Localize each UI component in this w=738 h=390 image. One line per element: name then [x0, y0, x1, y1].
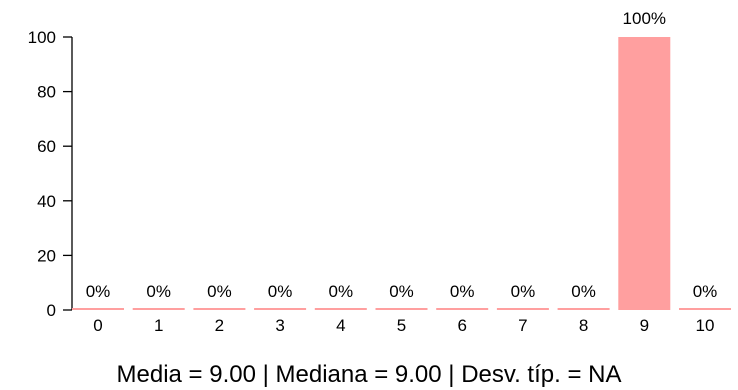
y-tick-label: 40: [37, 192, 56, 211]
y-axis: 0 20 40 60 80 100: [28, 28, 73, 320]
x-tick-label-1: 1: [154, 316, 163, 335]
bar-3: [254, 308, 307, 310]
data-label-9: 100%: [623, 9, 666, 28]
data-label-0: 0%: [86, 282, 111, 301]
y-tick-label: 20: [37, 246, 56, 265]
data-label-6: 0%: [450, 282, 475, 301]
summary-statistics: Media = 9.00 | Mediana = 9.00 | Desv. tí…: [117, 361, 622, 388]
bars: [72, 37, 731, 310]
y-tick-label: 80: [37, 83, 56, 102]
x-tick-label-5: 5: [397, 316, 406, 335]
x-tick-label-10: 10: [696, 316, 715, 335]
bar-4: [314, 308, 367, 310]
bar-5: [375, 308, 428, 310]
x-tick-label-9: 9: [640, 316, 649, 335]
x-tick-label-8: 8: [579, 316, 588, 335]
data-labels: 0% 0% 0% 0% 0% 0% 0% 0% 0% 100% 0%: [86, 9, 718, 301]
bar-0: [72, 308, 124, 310]
bar-6: [436, 308, 489, 310]
data-label-4: 0%: [329, 282, 354, 301]
y-tick-label: 0: [47, 301, 56, 320]
bar-8: [557, 308, 610, 310]
y-tick-label: 60: [37, 137, 56, 156]
bar-2: [193, 308, 246, 310]
data-label-3: 0%: [268, 282, 293, 301]
x-tick-label-2: 2: [215, 316, 224, 335]
x-tick-label-6: 6: [457, 316, 466, 335]
x-tick-label-0: 0: [93, 316, 102, 335]
data-label-2: 0%: [207, 282, 232, 301]
data-label-7: 0%: [511, 282, 536, 301]
bar-7: [496, 308, 549, 310]
data-label-1: 0%: [146, 282, 171, 301]
y-tick-label: 100: [28, 28, 56, 47]
data-label-8: 0%: [571, 282, 596, 301]
x-axis-labels: 0 1 2 3 4 5 6 7 8 9 10: [93, 316, 714, 335]
bar-9: [618, 37, 671, 310]
bar-10: [679, 308, 731, 310]
x-tick-label-4: 4: [336, 316, 345, 335]
data-label-10: 0%: [693, 282, 718, 301]
x-tick-label-3: 3: [275, 316, 284, 335]
x-tick-label-7: 7: [518, 316, 527, 335]
bar-1: [132, 308, 185, 310]
data-label-5: 0%: [389, 282, 414, 301]
